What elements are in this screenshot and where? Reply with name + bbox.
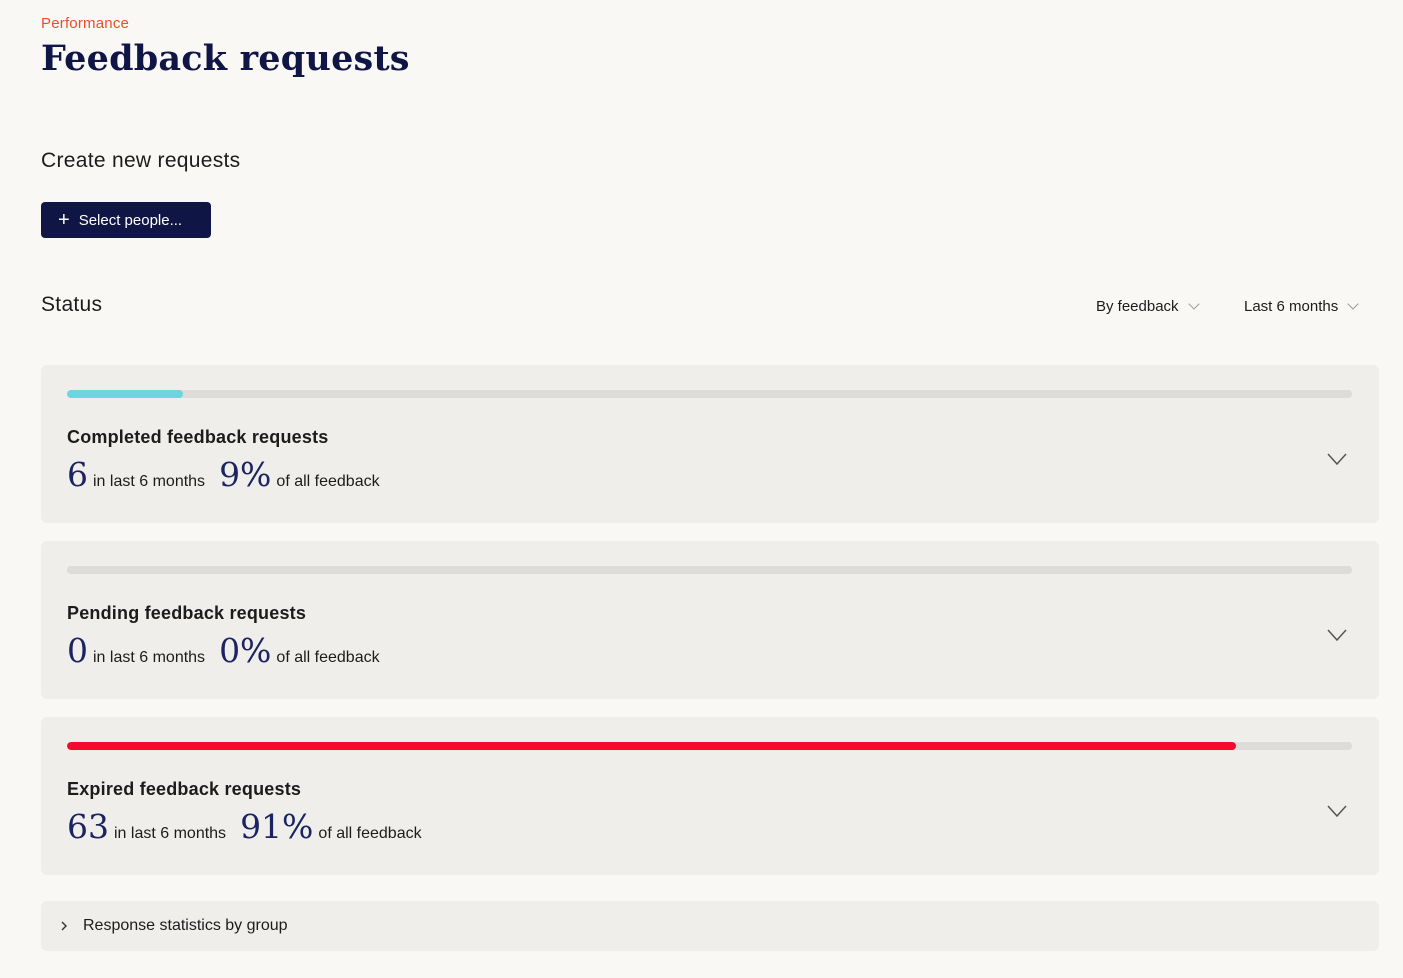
expired-requests-card: Expired feedback requests 63 in last 6 m… xyxy=(41,717,1379,875)
create-requests-heading: Create new requests xyxy=(41,149,241,172)
progress-fill xyxy=(67,742,1237,750)
expand-chevron-icon[interactable] xyxy=(1325,799,1349,823)
period-label: Last 6 months xyxy=(1244,298,1339,315)
percent-label: of all feedback xyxy=(318,825,422,842)
plus-icon: + xyxy=(58,209,70,231)
group-by-label: By feedback xyxy=(1096,298,1179,315)
percent-value: 91% xyxy=(240,807,314,846)
percent-value: 0% xyxy=(219,631,272,670)
card-stats: 6 in last 6 months 9% of all feedback xyxy=(67,455,394,494)
chevron-right-icon xyxy=(61,921,67,931)
count-value: 63 xyxy=(67,807,109,846)
select-people-label: Select people... xyxy=(78,211,183,229)
count-label: in last 6 months xyxy=(93,473,206,490)
expand-chevron-icon[interactable] xyxy=(1325,447,1349,471)
card-title: Expired feedback requests xyxy=(67,779,302,799)
count-label: in last 6 months xyxy=(114,825,227,842)
pending-requests-card: Pending feedback requests 0 in last 6 mo… xyxy=(41,541,1379,699)
period-dropdown[interactable]: Last 6 months xyxy=(1244,298,1359,315)
page-title: Feedback requests xyxy=(41,38,410,79)
count-value: 6 xyxy=(67,455,88,494)
progress-fill xyxy=(67,390,183,398)
group-by-dropdown[interactable]: By feedback xyxy=(1096,298,1200,315)
status-heading: Status xyxy=(41,293,103,316)
card-title: Completed feedback requests xyxy=(67,427,329,447)
response-statistics-label: Response statistics by group xyxy=(83,917,288,934)
percent-label: of all feedback xyxy=(276,649,380,666)
card-stats: 63 in last 6 months 91% of all feedback xyxy=(67,807,436,846)
completed-requests-card: Completed feedback requests 6 in last 6 … xyxy=(41,365,1379,523)
card-title: Pending feedback requests xyxy=(67,603,307,623)
chevron-down-icon xyxy=(1347,298,1359,310)
percent-value: 9% xyxy=(219,455,272,494)
progress-track xyxy=(67,742,1352,750)
breadcrumb[interactable]: Performance xyxy=(41,15,130,32)
select-people-button[interactable]: + Select people... xyxy=(41,202,211,238)
count-label: in last 6 months xyxy=(93,649,206,666)
expand-chevron-icon[interactable] xyxy=(1325,623,1349,647)
percent-label: of all feedback xyxy=(276,473,380,490)
response-statistics-toggle[interactable]: Response statistics by group xyxy=(41,901,1379,951)
chevron-down-icon xyxy=(1187,298,1200,310)
progress-track xyxy=(67,390,1352,398)
card-stats: 0 in last 6 months 0% of all feedback xyxy=(67,631,394,670)
count-value: 0 xyxy=(67,631,88,670)
progress-track xyxy=(67,566,1352,574)
